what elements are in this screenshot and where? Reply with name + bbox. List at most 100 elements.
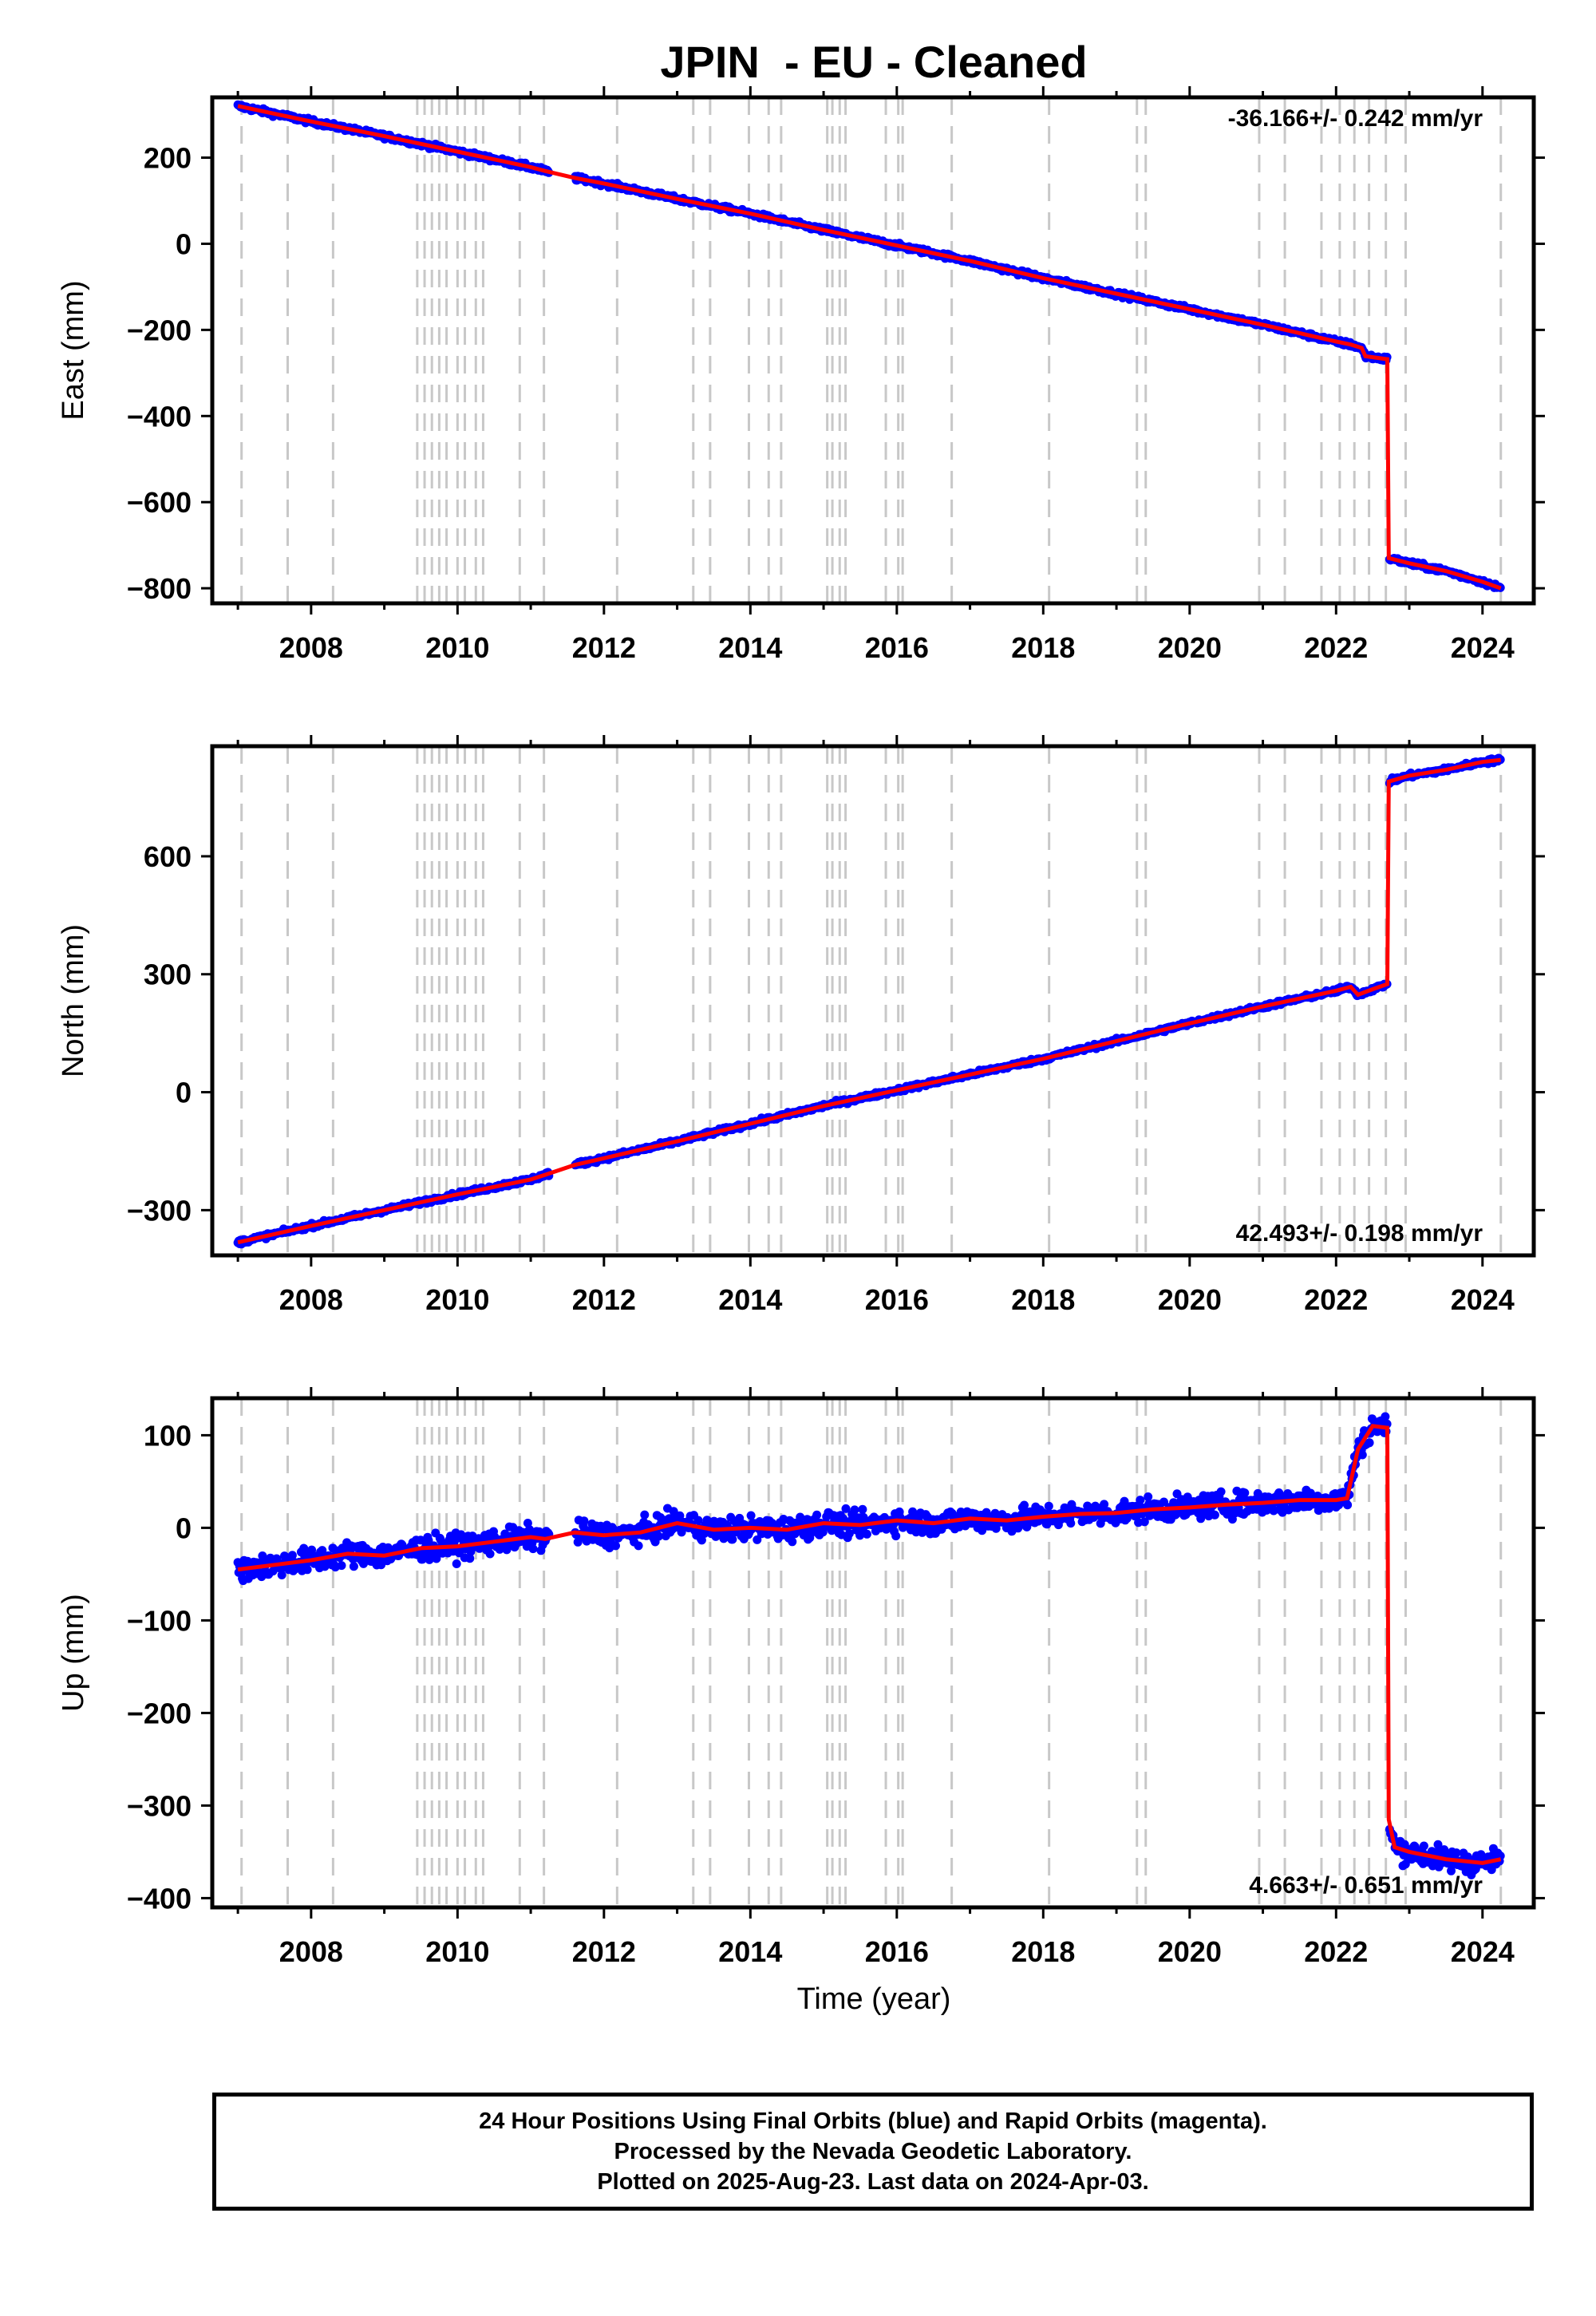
plot-frame [210, 744, 1536, 1258]
data-point [277, 1571, 286, 1579]
data-point [654, 1531, 663, 1541]
x-tick-label: 2012 [572, 1935, 636, 1968]
y-tick-label: −600 [127, 486, 192, 519]
data-point [1216, 1487, 1226, 1496]
data-point [675, 1511, 685, 1520]
plot-frame [210, 1396, 1536, 1910]
y-tick-label: 200 [144, 142, 192, 175]
x-tick-label: 2014 [718, 1283, 782, 1316]
y-tick-label: −300 [127, 1194, 192, 1227]
x-tick-label: 2018 [1011, 1935, 1075, 1968]
data-points [233, 753, 1505, 1249]
y-tick-label: 600 [144, 840, 192, 873]
data-point [485, 1549, 495, 1559]
x-tick-label: 2020 [1158, 631, 1222, 664]
data-point [465, 1554, 475, 1563]
data-point [1066, 1519, 1076, 1528]
model-line [237, 1424, 1502, 1865]
data-point [1400, 1860, 1410, 1869]
y-tick-label: 300 [144, 958, 192, 991]
data-point [1136, 1496, 1145, 1505]
data-point [669, 1507, 678, 1516]
x-axis: 2008 2010 2012 2014 2016 2018 2020 2022 2024 [236, 1387, 1515, 1968]
x-tick-label: 2022 [1304, 1283, 1368, 1316]
y-tick-label: −800 [127, 572, 192, 605]
x-tick-label: 2010 [425, 1283, 489, 1316]
caption-line-3: Plotted on 2025-Aug-23. Last data on 202… [597, 2169, 1149, 2195]
y-tick-label: −400 [127, 400, 192, 433]
x-tick-label: 2010 [425, 631, 489, 664]
x-tick-label: 2014 [718, 631, 782, 664]
y-axis-label: Up (mm) [57, 1594, 90, 1712]
data-point [1343, 1500, 1353, 1510]
x-tick-label: 2018 [1011, 1283, 1075, 1316]
data-point [1140, 1517, 1149, 1527]
x-tick-label: 2020 [1158, 1935, 1222, 1968]
data-point [850, 1505, 859, 1515]
model-line [237, 104, 1502, 591]
x-tick-label: 2014 [718, 1935, 782, 1968]
x-tick-label: 2024 [1451, 631, 1515, 664]
data-points [233, 100, 1505, 592]
panel-2: 2008 2010 2012 2014 2016 2018 2020 2022 2024 −300… [57, 735, 1545, 1316]
data-point [844, 1529, 854, 1538]
y-tick-label: −400 [127, 1882, 192, 1915]
data-point [1020, 1500, 1029, 1510]
data-point [416, 1535, 425, 1545]
chart-title: JPIN - EU - Cleaned [660, 37, 1087, 87]
x-tick-label: 2010 [425, 1935, 489, 1968]
data-point [788, 1537, 797, 1547]
data-point [891, 1531, 901, 1541]
y-axis: −300 0 300 600 [127, 840, 1545, 1227]
data-point [753, 1535, 762, 1544]
x-tick-label: 2020 [1158, 1283, 1222, 1316]
data-point [991, 1524, 1001, 1533]
data-point [697, 1535, 706, 1545]
x-axis: 2008 2010 2012 2014 2016 2018 2020 2022 2024 [236, 735, 1515, 1316]
y-tick-label: −100 [127, 1604, 192, 1637]
data-point [640, 1510, 650, 1520]
y-tick-label: 0 [176, 227, 192, 260]
panel-1: 2008 2010 2012 2014 2016 2018 2020 2022 2024 −800… [57, 86, 1545, 664]
y-axis: −800 −600 −400 −200 0 200 [127, 142, 1545, 605]
x-tick-label: 2008 [279, 1283, 343, 1316]
x-tick-label: 2022 [1304, 631, 1368, 664]
panels: 2008 2010 2012 2014 2016 2018 2020 2022 2024 −800… [57, 86, 1545, 1968]
data-point [796, 1512, 805, 1522]
data-point [812, 1510, 822, 1520]
x-tick-label: 2016 [865, 1935, 929, 1968]
y-tick-label: −200 [127, 1697, 192, 1729]
data-point [287, 1551, 297, 1560]
data-point [746, 1511, 756, 1520]
y-tick-label: −300 [127, 1789, 192, 1822]
data-point [1210, 1510, 1219, 1520]
x-tick-label: 2024 [1451, 1935, 1515, 1968]
data-point [1447, 1866, 1456, 1875]
y-axis: −400 −300 −200 −100 0 100 [127, 1419, 1545, 1915]
y-tick-label: 100 [144, 1419, 192, 1452]
data-point [1100, 1500, 1109, 1509]
rate-label: 4.663+/- 0.651 mm/yr [1249, 1872, 1483, 1899]
y-axis-label: North (mm) [57, 924, 90, 1077]
data-point [1159, 1497, 1168, 1507]
event-lines [240, 97, 1503, 603]
data-point [349, 1562, 358, 1571]
x-tick-label: 2016 [865, 631, 929, 664]
data-point [841, 1504, 851, 1513]
x-tick-label: 2024 [1451, 1283, 1515, 1316]
data-point [858, 1504, 867, 1514]
data-point [1452, 1848, 1461, 1858]
event-lines [240, 1398, 1503, 1907]
data-point [452, 1559, 461, 1568]
data-point [611, 1541, 620, 1551]
x-axis-label: Time (year) [797, 1982, 951, 2016]
data-point [1357, 1450, 1367, 1460]
y-tick-label: 0 [176, 1077, 192, 1109]
caption-line-1: 24 Hour Positions Using Final Orbits (bl… [479, 2109, 1267, 2134]
y-tick-label: 0 [176, 1512, 192, 1544]
x-tick-label: 2012 [572, 1283, 636, 1316]
x-tick-label: 2008 [279, 1935, 343, 1968]
data-point [634, 1541, 643, 1551]
y-axis-label: East (mm) [57, 280, 90, 420]
data-point [693, 1516, 703, 1525]
